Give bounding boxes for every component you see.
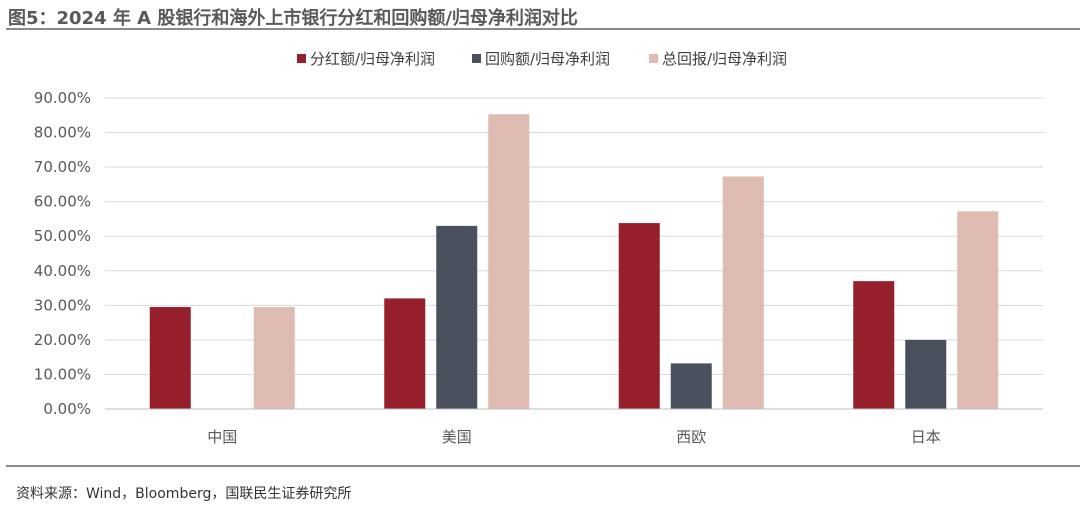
- bar-3-3: [722, 176, 764, 409]
- bar-1-4: [853, 281, 895, 409]
- bar-2-2: [436, 225, 478, 409]
- legend-swatch: [472, 54, 481, 63]
- y-tick-label: 10.00%: [34, 365, 91, 383]
- legend-swatch: [297, 54, 306, 63]
- bars: [149, 114, 999, 409]
- bar-2-4: [905, 339, 947, 409]
- footer-divider: [6, 465, 1080, 467]
- y-tick-label: 30.00%: [34, 296, 91, 314]
- y-tick-label: 90.00%: [34, 89, 91, 107]
- y-tick-label: 50.00%: [34, 227, 91, 245]
- x-tick-label: 日本: [911, 428, 941, 446]
- bar-3-2: [488, 114, 530, 409]
- legend-swatch: [649, 54, 658, 63]
- x-tick-label: 中国: [207, 428, 237, 446]
- bar-2-3: [670, 363, 712, 409]
- x-tick-label: 美国: [442, 428, 472, 446]
- title-divider: [6, 28, 1080, 30]
- y-tick-label: 80.00%: [34, 124, 91, 142]
- bar-3-1: [253, 307, 295, 409]
- y-tick-label: 40.00%: [34, 262, 91, 280]
- y-tick-label: 70.00%: [34, 158, 91, 176]
- chart-title: 图5：2024 年 A 股银行和海外上市银行分红和回购额/归母净利润对比: [8, 8, 578, 29]
- source-note: 资料来源：Wind，Bloomberg，国联民生证券研究所: [16, 486, 352, 502]
- y-tick-label: 60.00%: [34, 193, 91, 211]
- y-axis: 0.00% 10.00% 20.00% 30.00% 40.00% 50.00% 60.00…: [34, 89, 91, 418]
- x-tick-label: 西欧: [676, 428, 706, 446]
- y-tick-label: 0.00%: [43, 400, 91, 418]
- legend-label: 总回报/归母净利润: [662, 50, 787, 68]
- bar-3-4: [957, 211, 999, 409]
- x-axis: 中国 美国 西欧 日本: [105, 408, 1043, 446]
- gridlines: [105, 97, 1043, 375]
- bar-1-3: [618, 223, 660, 409]
- legend-label: 回购额/归母净利润: [485, 50, 610, 68]
- y-tick-label: 20.00%: [34, 331, 91, 349]
- bar-1-1: [149, 307, 191, 409]
- legend: 分红额/归母净利润 回购额/归母净利润 总回报/归母净利润: [297, 50, 787, 68]
- legend-label: 分红额/归母净利润: [310, 50, 435, 68]
- bar-1-2: [384, 298, 426, 409]
